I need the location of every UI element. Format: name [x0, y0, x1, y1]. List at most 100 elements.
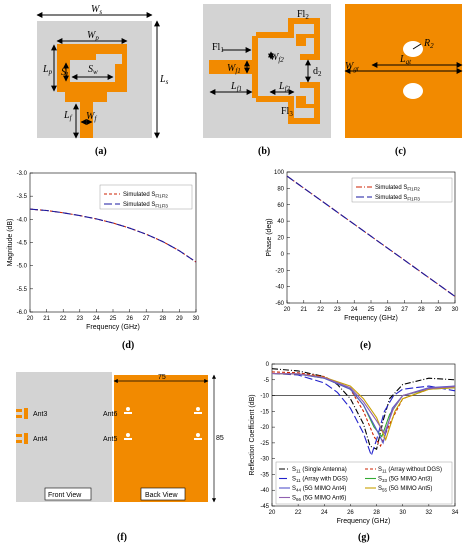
feed-line-main	[209, 60, 253, 74]
x-tick-label: 34	[452, 510, 459, 516]
label-lf: Lf	[63, 110, 73, 122]
caption-a: (a)	[95, 146, 107, 157]
legend-box	[351, 177, 453, 203]
y-tick-label: -6.0	[17, 310, 28, 316]
label-ls: Ls	[159, 74, 169, 86]
feed-branch-bottom	[256, 96, 294, 102]
x-tick-label: 30	[452, 307, 459, 313]
y-tick-label: -60	[275, 301, 284, 307]
back-view-label: Back View	[145, 492, 178, 499]
x-tick-label: 30	[399, 510, 406, 516]
feed-branch-top	[256, 32, 294, 38]
y-tick-label: -25	[260, 441, 269, 447]
y-tick-label: 40	[277, 219, 284, 225]
ant4-label: Ant4	[33, 436, 48, 443]
x-tick-label: 22	[295, 510, 302, 516]
y-tick-label: 100	[274, 170, 285, 176]
y-tick-label: -20	[275, 268, 284, 274]
y-tick-label: -15	[260, 409, 269, 415]
label-lf2: Lf2	[278, 81, 291, 93]
series-line	[271, 372, 456, 435]
y-axis-label: Phase (deg)	[266, 218, 273, 256]
x-axis-label: Frequency (GHz)	[344, 315, 398, 322]
panel-b-feed-network: Fl2 Fl1 Wf2 Wf1 d2 Lf1 Lf2 Fl3	[203, 4, 331, 138]
caption-e: (e)	[360, 340, 372, 351]
label-wf1: Wf1	[227, 63, 241, 75]
x-tick-label: 22	[317, 307, 324, 313]
legend-box	[275, 461, 453, 505]
x-axis-label: Frequency (GHz)	[86, 324, 140, 331]
label-r2: R2	[423, 38, 434, 50]
legend-label: S33 (5G MIMO Ant3)	[378, 477, 432, 484]
plot-frame	[271, 363, 456, 507]
legend-label: Simulated SFl1Fl2	[375, 185, 420, 192]
x-tick-label: 24	[351, 307, 358, 313]
patch-fl3	[288, 82, 320, 124]
label-ws: Ws	[91, 4, 102, 16]
dim-width-label: 75	[158, 374, 166, 381]
y-tick-label: -20	[260, 425, 269, 431]
x-tick-label: 21	[43, 316, 50, 322]
label-d2: d2	[313, 66, 322, 78]
series-line	[286, 175, 456, 297]
y-tick-label: -5.5	[17, 287, 28, 293]
feed-splitter	[252, 36, 258, 98]
label-wf: Wf	[86, 111, 97, 123]
front-view-label-box	[44, 487, 92, 501]
legend-label: S11 (Array with DGS)	[292, 477, 348, 484]
front-view-board	[16, 372, 112, 502]
label-lp: Lp	[42, 64, 53, 76]
x-tick-label: 20	[284, 307, 291, 313]
y-tick-label: -40	[260, 488, 269, 494]
y-tick-label: -4.0	[17, 217, 28, 223]
x-tick-label: 21	[300, 307, 307, 313]
x-tick-label: 23	[76, 316, 83, 322]
x-tick-label: 20	[27, 316, 34, 322]
x-tick-label: 29	[176, 316, 183, 322]
label-sw: Sw	[88, 64, 98, 76]
legend-label: S11 (Single Antenna)	[292, 467, 347, 474]
legend-label: S66 (5G MIMO Ant6)	[292, 496, 346, 503]
back-slots	[124, 407, 202, 440]
x-tick-label: 26	[347, 510, 354, 516]
y-axis-label: Reflection Coefficient (dB)	[249, 394, 256, 475]
x-tick-label: 29	[435, 307, 442, 313]
legend-label: Simulated SFl1Fl2	[123, 192, 168, 199]
caption-c: (c)	[395, 146, 407, 157]
chart-phase: 20 21 22 23 24 25 26 27 28 29 30 -60 -40 -20 0 20 40 60 80…	[266, 170, 459, 322]
x-tick-label: 26	[384, 307, 391, 313]
legend-box	[99, 184, 193, 210]
x-tick-label: 28	[373, 510, 380, 516]
caption-d: (d)	[122, 340, 135, 351]
feed-junction	[65, 90, 107, 102]
front-view-label: Front View	[48, 492, 82, 499]
x-tick-label: 25	[110, 316, 117, 322]
panel-a-antenna-element: Ws Wp Lp Sl Sw Lf Wf Ls	[36, 4, 169, 139]
caption-f: (f)	[117, 532, 127, 543]
x-tick-label: 27	[401, 307, 408, 313]
y-tick-label: -5	[264, 378, 270, 384]
legend-label: S44 (5G MIMO Ant4)	[292, 486, 346, 493]
label-wf2: Wf2	[270, 52, 284, 64]
label-sl: Sl	[61, 67, 68, 79]
x-tick-label: 30	[193, 316, 200, 322]
y-tick-label: -3.5	[17, 194, 28, 200]
y-tick-label: -10	[260, 394, 269, 400]
x-tick-label: 22	[60, 316, 67, 322]
chart-magnitude: 20 21 22 23 24 25 26 27 28 29 30 -3.0 -3.5 -4.0 -4.5 -5…	[7, 171, 200, 331]
panel-c-ground-plane: R2 Wgt Lgt	[344, 4, 463, 138]
ant6-label: Ant6	[103, 411, 118, 418]
ant3-label: Ant3	[33, 411, 48, 418]
caption-g: (g)	[358, 532, 370, 543]
series-line	[271, 372, 456, 442]
x-tick-label: 32	[426, 510, 433, 516]
x-tick-label: 23	[334, 307, 341, 313]
legend-label: S11 (Array without DGS)	[378, 467, 442, 474]
x-tick-label: 24	[321, 510, 328, 516]
ant5-label: Ant5	[103, 436, 118, 443]
legend-label: Simulated SFl1Fl3	[375, 195, 420, 202]
x-tick-label: 25	[368, 307, 375, 313]
label-fl3: Fl3	[281, 106, 293, 118]
chart-reflection: 20 22 24 26 28 30 32 34 0 -5 -10 -15 -20 -25 -30 -35 -40…	[249, 362, 459, 525]
